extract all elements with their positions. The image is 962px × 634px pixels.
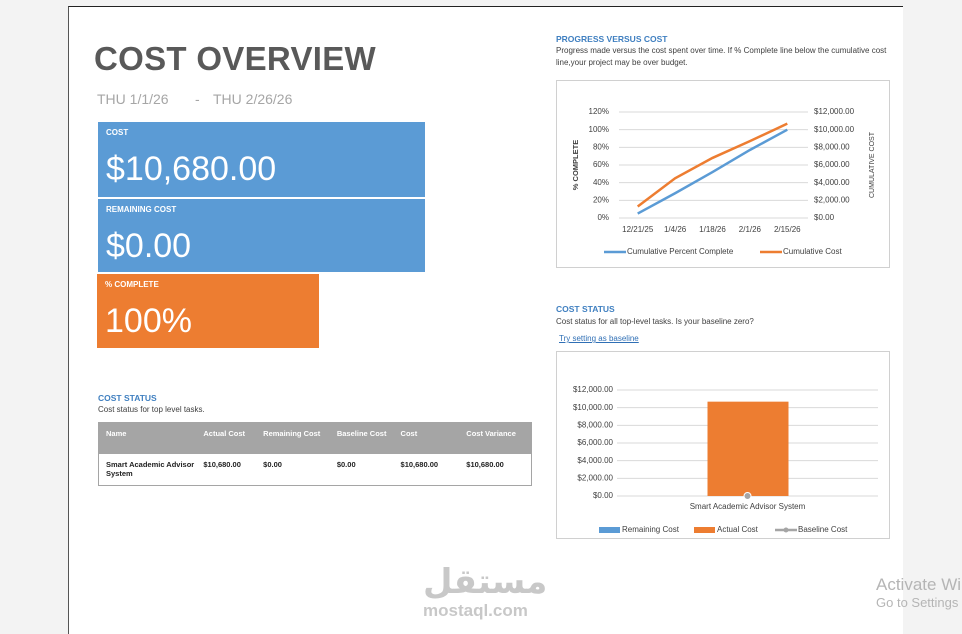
- series-line: [637, 128, 788, 215]
- y2-tick-label: $8,000.00: [814, 142, 850, 151]
- complete-tile: % COMPLETE 100%: [97, 274, 319, 348]
- column-header: Cost Variance: [459, 422, 532, 454]
- column-header: Baseline Cost: [329, 422, 394, 454]
- y-tick-label: $6,000.00: [577, 438, 613, 447]
- tile-value: $0.00: [106, 227, 192, 265]
- y-tick-label: 20%: [593, 195, 609, 204]
- activation-notice: Activate Windows Go to Settings to activ…: [876, 575, 962, 610]
- x-tick-label: 1/4/26: [664, 225, 687, 234]
- y-tick-label: 80%: [593, 142, 609, 151]
- bar: [707, 401, 789, 496]
- table-cell: $0.00: [336, 460, 356, 469]
- y2-tick-label: $12,000.00: [814, 107, 855, 116]
- title: COST OVERVIEW: [94, 40, 376, 77]
- x-tick-label: 2/1/26: [739, 225, 762, 234]
- y2-axis-title: CUMULATIVE COST: [869, 131, 876, 198]
- start-date: THU 1/1/26: [97, 91, 169, 107]
- y-tick-label: 0%: [597, 213, 609, 222]
- cost-table: Name Actual Cost Remaining Cost Baseline Co…: [98, 422, 532, 486]
- x-tick-label: 12/21/25: [622, 225, 654, 234]
- y-tick-label: $4,000.00: [577, 456, 613, 465]
- x-tick-label: Smart Academic Advisor System: [690, 502, 806, 511]
- y-axis-title: % COMPLETE: [571, 140, 580, 190]
- y2-tick-label: $4,000.00: [814, 178, 850, 187]
- y-tick-label: $10,000.00: [573, 403, 614, 412]
- y-tick-label: 120%: [589, 107, 609, 116]
- section-title: PROGRESS VERSUS COST: [556, 34, 668, 44]
- y-tick-label: $8,000.00: [577, 420, 613, 429]
- legend-label: Cumulative Cost: [783, 247, 842, 256]
- column-header: Name: [98, 422, 197, 454]
- table-cell: $10,680.00: [466, 460, 504, 469]
- cost-tile: COST $10,680.00: [98, 122, 425, 197]
- column-header: Remaining Cost: [256, 422, 330, 454]
- legend-swatch: [599, 527, 620, 533]
- document: COST OVERVIEW THU 1/1/26 - THU 2/26/26 C…: [68, 6, 903, 634]
- table-row: Smart Academic Advisor System $10,680.00 $…: [99, 454, 532, 486]
- section-description: Cost status for all top-level tasks. Is …: [556, 317, 754, 326]
- y2-tick-label: $6,000.00: [814, 160, 850, 169]
- line-chart: 0% 20% 40% 60% 80% 100% 120% $0.00 $2,000.00 $4,0…: [571, 107, 876, 256]
- activation-title: Activate Windows: [876, 575, 962, 594]
- y-tick-label: $0.00: [593, 491, 614, 500]
- activation-text: Go to Settings to activate Windows.: [876, 595, 962, 610]
- date-separator: -: [195, 91, 200, 107]
- legend-swatch: [694, 527, 715, 533]
- column-header: Actual Cost: [196, 422, 257, 454]
- baseline-marker: [743, 492, 752, 500]
- baseline-link[interactable]: Try setting as baseline: [559, 334, 639, 343]
- finish-date: THU 2/26/26: [213, 91, 293, 107]
- section-title: COST STATUS: [98, 393, 157, 403]
- section-description: Cost status for top level tasks.: [98, 405, 205, 414]
- tile-value: $10,680.00: [106, 150, 277, 188]
- x-tick-label: 2/15/26: [774, 225, 801, 234]
- table-cell: $10,680.00: [400, 460, 439, 469]
- y-tick-label: $2,000.00: [577, 473, 613, 482]
- section-title: COST STATUS: [556, 304, 615, 314]
- legend-label: Remaining Cost: [622, 525, 680, 534]
- y-tick-label: 40%: [593, 178, 609, 187]
- y2-tick-label: $2,000.00: [814, 195, 850, 204]
- table-cell: Smart Academic Advisor System: [106, 460, 195, 478]
- y-tick-label: $12,000.00: [573, 385, 614, 394]
- y2-tick-label: $10,000.00: [814, 125, 855, 134]
- tile-value: 100%: [105, 302, 192, 340]
- x-tick-label: 1/18/26: [699, 225, 726, 234]
- chart-frame: 0% 20% 40% 60% 80% 100% 120% $0.00 $2,000.00 $4,0…: [556, 80, 890, 268]
- section-description: Progress made versus the cost spent over…: [556, 46, 887, 67]
- legend-label: Baseline Cost: [798, 525, 848, 534]
- watermark-logo: مستقل: [423, 563, 548, 601]
- y-tick-label: 100%: [589, 125, 609, 134]
- y2-tick-label: $0.00: [814, 213, 835, 222]
- legend-label: Actual Cost: [717, 525, 759, 534]
- table-cell: $10,680.00: [203, 460, 241, 469]
- y-tick-label: 60%: [593, 160, 609, 169]
- series-line: [636, 122, 788, 208]
- legend-label: Cumulative Percent Complete: [627, 247, 734, 256]
- table-header: Name Actual Cost Remaining Cost Baseline Co…: [98, 422, 532, 454]
- bar-chart: $0.00 $2,000.00 $4,000.00 $6,000.00 $8,000.0…: [573, 385, 878, 534]
- tile-label: COST: [106, 128, 129, 137]
- chart-frame: $0.00 $2,000.00 $4,000.00 $6,000.00 $8,000.0…: [556, 351, 890, 539]
- legend-swatch-marker: [783, 527, 789, 533]
- table-cell: $0.00: [263, 460, 282, 469]
- tile-label: % COMPLETE: [105, 280, 159, 289]
- tile-label: REMAINING COST: [106, 205, 177, 214]
- column-header: Cost: [393, 422, 460, 454]
- watermark-site: mostaql.com: [423, 601, 528, 620]
- remaining-tile: REMAINING COST $0.00: [98, 199, 425, 272]
